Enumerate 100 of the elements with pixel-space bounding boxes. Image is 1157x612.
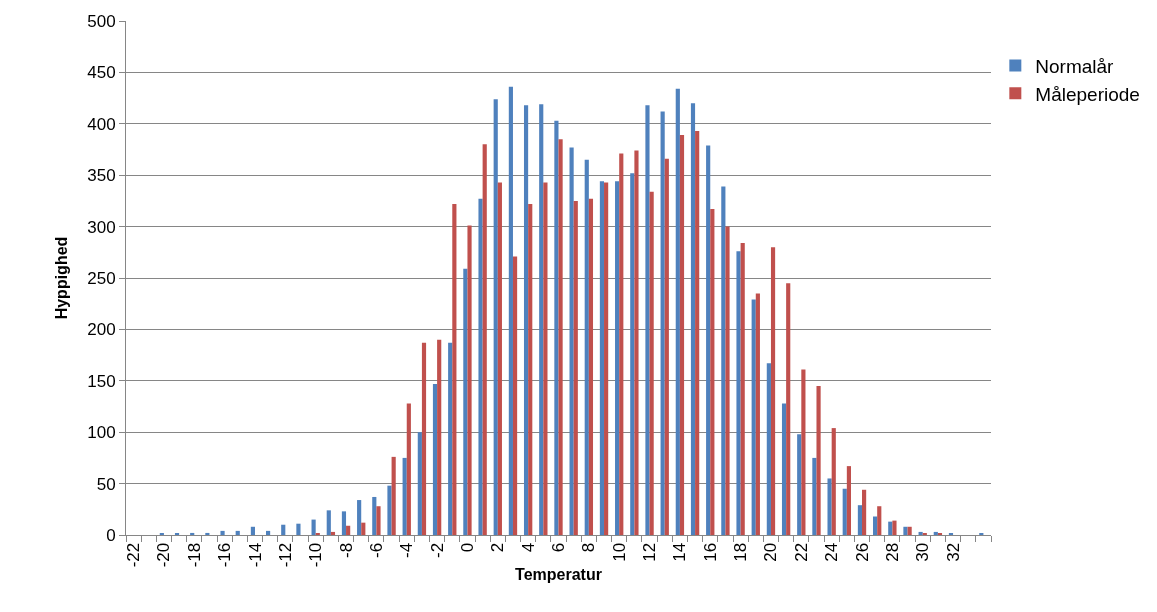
- bar: [604, 182, 609, 535]
- bar: [357, 500, 362, 535]
- y-tick-label: 300: [87, 217, 116, 237]
- legend-label: Måleperiode: [1035, 83, 1140, 105]
- bar: [801, 369, 806, 535]
- y-axis-title: Hyppighed: [53, 236, 71, 320]
- bar: [857, 505, 863, 535]
- bar: [584, 159, 589, 535]
- x-tick-label: -4: [397, 542, 417, 558]
- bar: [482, 144, 487, 535]
- x-tick-label: 6: [549, 542, 569, 553]
- bar: [478, 198, 483, 535]
- bar: [235, 530, 240, 535]
- bar: [797, 434, 802, 535]
- bar: [281, 524, 286, 535]
- bar: [528, 203, 533, 535]
- bar: [467, 225, 472, 535]
- bar: [933, 531, 938, 535]
- x-tick-label: 18: [731, 542, 751, 562]
- bar: [330, 531, 336, 535]
- bar: [311, 519, 316, 535]
- bar: [387, 485, 392, 535]
- bar: [296, 523, 301, 535]
- bar: [402, 457, 407, 535]
- bar: [690, 103, 696, 535]
- bar: [250, 526, 255, 535]
- x-tick-label: -18: [184, 542, 204, 568]
- bar: [558, 139, 563, 535]
- bar: [493, 99, 498, 535]
- bar: [695, 131, 700, 535]
- x-tick-label: -12: [275, 542, 295, 568]
- bar: [417, 432, 422, 535]
- x-tick-label: -2: [427, 542, 447, 558]
- x-tick-label: 26: [852, 542, 872, 562]
- x-tick-label: -6: [366, 542, 386, 558]
- bar: [265, 530, 271, 535]
- bar: [463, 268, 468, 535]
- y-tick-label: 400: [87, 114, 116, 134]
- bar: [634, 150, 639, 535]
- bar: [326, 510, 331, 535]
- x-tick-label: 0: [457, 542, 477, 553]
- y-tick-label: 500: [87, 11, 116, 31]
- bar: [630, 173, 635, 535]
- bar: [361, 522, 366, 535]
- bar: [846, 466, 852, 535]
- bar: [523, 105, 529, 535]
- bar: [508, 86, 513, 535]
- bar: [751, 299, 756, 535]
- bar: [675, 88, 680, 535]
- x-tick-label: 20: [761, 542, 781, 562]
- y-tick-label: 350: [87, 166, 116, 186]
- y-tick-label: 50: [96, 474, 116, 494]
- bar: [645, 105, 650, 535]
- bar: [649, 191, 654, 535]
- x-tick-label: 28: [882, 542, 902, 562]
- y-tick-label: 450: [87, 63, 116, 83]
- bar: [497, 182, 502, 535]
- bar: [539, 104, 544, 535]
- bar: [706, 145, 711, 535]
- bar: [406, 403, 411, 535]
- bar: [740, 243, 745, 535]
- bar: [599, 181, 605, 535]
- y-tick-label: 200: [87, 320, 116, 340]
- bar: [736, 251, 741, 535]
- x-tick-label: -14: [245, 542, 265, 568]
- bar: [918, 531, 923, 535]
- x-tick-label: 22: [791, 542, 811, 562]
- x-tick-label: 32: [943, 542, 963, 562]
- bar: [432, 383, 438, 535]
- bar: [888, 521, 893, 535]
- bar: [376, 506, 381, 535]
- bar: [725, 226, 730, 535]
- bar: [877, 506, 882, 535]
- bar: [448, 342, 453, 535]
- bar: [619, 153, 624, 535]
- bar: [664, 158, 669, 535]
- bar: [873, 516, 878, 535]
- y-tick-label: 100: [87, 423, 116, 443]
- bar: [903, 526, 908, 535]
- bar: [710, 209, 715, 535]
- bar: [372, 496, 377, 535]
- bar: [679, 135, 685, 535]
- bar: [588, 198, 594, 535]
- bar: [615, 181, 620, 535]
- x-tick-label: 12: [640, 542, 660, 562]
- x-tick-label: -16: [215, 542, 235, 568]
- x-tick-label: -22: [124, 542, 144, 568]
- x-tick-label: 4: [518, 542, 538, 553]
- bar: [770, 247, 776, 535]
- x-axis-title: Temperatur: [515, 566, 602, 584]
- bar: [220, 530, 225, 535]
- bar: [781, 403, 787, 535]
- x-tick-label: 10: [609, 542, 629, 562]
- x-tick-label: 30: [913, 542, 933, 562]
- bar: [543, 182, 548, 535]
- bar: [812, 457, 817, 535]
- bar: [827, 478, 832, 535]
- bar: [842, 488, 847, 535]
- x-tick-label: -10: [306, 542, 326, 568]
- bar: [786, 283, 791, 535]
